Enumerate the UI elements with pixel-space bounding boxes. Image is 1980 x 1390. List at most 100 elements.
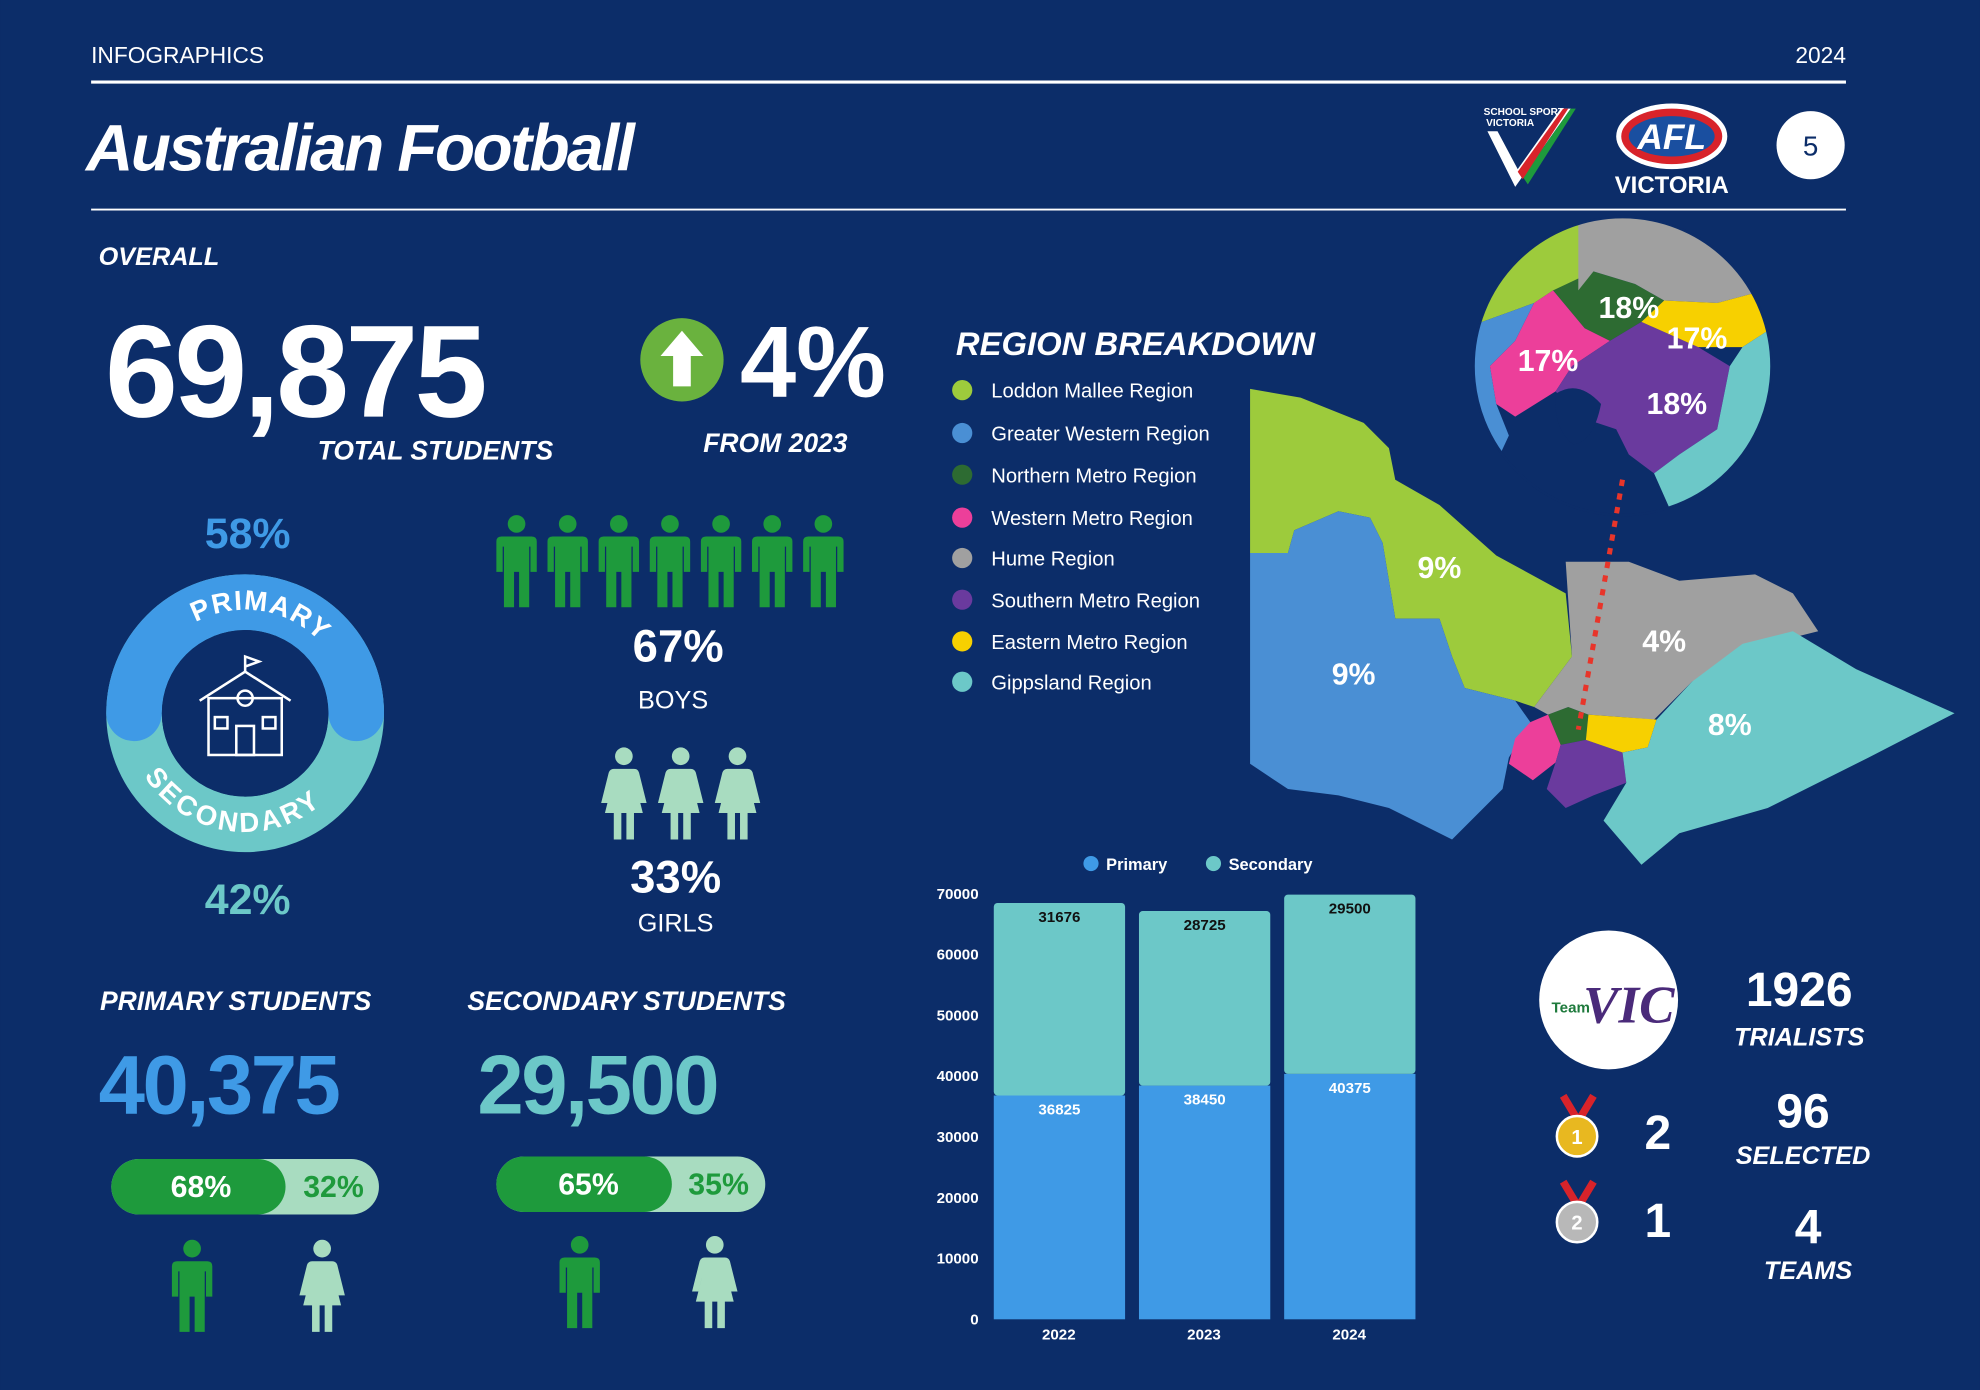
legend-dot xyxy=(1205,855,1222,872)
school-icon xyxy=(199,654,292,757)
primary-share: 58% xyxy=(205,510,291,558)
girls-label: GIRLS xyxy=(638,910,714,938)
x-tick-label: 2024 xyxy=(1332,1327,1366,1344)
logo-oval xyxy=(1628,116,1715,157)
value-label: 28725 xyxy=(1184,917,1226,934)
icon-part xyxy=(261,715,277,730)
trialists: 1926 xyxy=(1746,964,1853,1017)
change: 4% xyxy=(740,306,886,418)
y-tick-label: 40000 xyxy=(937,1068,979,1085)
legend-label: Hume Region xyxy=(991,549,1114,571)
legend-label: Primary xyxy=(1106,856,1168,874)
primary-total: 40,375 xyxy=(99,1039,340,1132)
page-title: Australian Football xyxy=(84,111,637,184)
legend-dot xyxy=(952,631,973,652)
medal xyxy=(1555,1114,1599,1158)
value-label: 31676 xyxy=(1038,909,1080,926)
section-label: INFOGRAPHICS xyxy=(91,42,264,68)
value-label: 38450 xyxy=(1184,1092,1226,1109)
legend-dot xyxy=(1083,855,1099,872)
section-heading: SECONDARY STUDENTS xyxy=(467,986,786,1016)
teams-label: TEAMS xyxy=(1764,1257,1852,1285)
legend-dot xyxy=(952,380,973,401)
inset-pointer xyxy=(1575,479,1625,731)
legend-dot xyxy=(952,464,973,485)
change-label: FROM 2023 xyxy=(703,428,848,458)
logo-text: SCHOOL SPORT xyxy=(1484,107,1565,118)
region-map xyxy=(1250,388,1955,865)
region-share: 9% xyxy=(1418,552,1462,585)
medals: 1 2 2 1 xyxy=(1555,1093,1672,1248)
region-share: 18% xyxy=(1646,388,1707,421)
bar-segment xyxy=(1138,1085,1271,1320)
legend-dot xyxy=(952,507,973,528)
secondary-share: 42% xyxy=(205,876,291,924)
page-badge xyxy=(1776,111,1845,180)
logo-text: VIC xyxy=(1583,977,1675,1035)
value-label: 36825 xyxy=(1038,1101,1080,1118)
teams: 4 xyxy=(1795,1202,1822,1255)
year: 2024 xyxy=(1795,42,1846,68)
icon-part xyxy=(236,689,254,707)
bar-segment xyxy=(993,902,1126,1096)
selected-label: SELECTED xyxy=(1736,1142,1871,1170)
medal-count: 1 xyxy=(1645,1195,1672,1248)
logo-stripe xyxy=(1517,108,1569,180)
legend-label: Greater Western Region xyxy=(991,424,1209,446)
region-share: 17% xyxy=(1518,345,1579,378)
icon-part xyxy=(213,715,229,730)
total-label: TOTAL STUDENTS xyxy=(318,436,554,466)
region-shape xyxy=(1508,714,1561,781)
bar-segment xyxy=(1138,911,1271,1086)
region-shape xyxy=(1585,714,1657,753)
ring-center xyxy=(161,629,329,797)
legend-label: Southern Metro Region xyxy=(991,590,1200,612)
y-tick-label: 10000 xyxy=(937,1251,979,1268)
secondary-total: 29,500 xyxy=(477,1039,717,1132)
ssv-logo: SCHOOL SPORT VICTORIA xyxy=(1484,107,1576,187)
region-share: 9% xyxy=(1332,658,1376,691)
region-share: 4% xyxy=(1642,625,1686,658)
region-labels: 9%9%18%17%4%18%17%8% xyxy=(1332,292,1752,742)
girls-share: 35% xyxy=(688,1168,749,1201)
legend-label: Western Metro Region xyxy=(991,508,1193,530)
region-shape xyxy=(1250,511,1531,840)
y-tick-label: 0 xyxy=(970,1311,978,1328)
y-tick-label: 70000 xyxy=(937,886,979,903)
split-pill-boys xyxy=(496,1156,672,1212)
logo-stripe xyxy=(1522,108,1576,185)
inset-outline xyxy=(1472,215,1773,517)
legend-label: Eastern Metro Region xyxy=(991,632,1187,654)
section-heading: OVERALL xyxy=(99,243,220,271)
region-share: 8% xyxy=(1708,709,1752,742)
logo-text: Team xyxy=(1552,1000,1590,1017)
region-shape xyxy=(1534,561,1819,720)
legend-dot xyxy=(952,671,973,692)
selected: 96 xyxy=(1776,1085,1829,1138)
enrolment-chart: 0 10000 20000 30000 40000 50000 60000 70000 Prim… xyxy=(937,856,1416,1344)
icon-part xyxy=(235,724,256,757)
boys-share: 65% xyxy=(558,1168,619,1201)
girls-share: 32% xyxy=(303,1171,364,1204)
legend-dot xyxy=(952,547,973,569)
value-label: 29500 xyxy=(1329,901,1371,918)
logo-text: VICTORIA xyxy=(1615,172,1729,199)
legend-label: Gippsland Region xyxy=(991,672,1151,694)
region-legend: Loddon Mallee Region Greater Western Regi… xyxy=(952,380,1210,694)
legend-label: Secondary xyxy=(1229,856,1314,874)
section-heading: PRIMARY STUDENTS xyxy=(100,986,372,1016)
x-tick-label: 2022 xyxy=(1042,1327,1076,1344)
section-heading: REGION BREAKDOWN xyxy=(956,325,1316,362)
boys-label: BOYS xyxy=(638,686,708,714)
x-tick-label: 2023 xyxy=(1187,1327,1221,1344)
medal-rank: 1 xyxy=(1571,1127,1582,1149)
page-number: 5 xyxy=(1803,130,1818,161)
bar-segment xyxy=(1284,1073,1416,1320)
y-tick-label: 30000 xyxy=(937,1129,979,1146)
logo-text: AFL xyxy=(1636,118,1706,157)
bay xyxy=(1555,388,1602,445)
medal-count: 2 xyxy=(1645,1107,1672,1160)
region-share: 18% xyxy=(1599,292,1660,325)
